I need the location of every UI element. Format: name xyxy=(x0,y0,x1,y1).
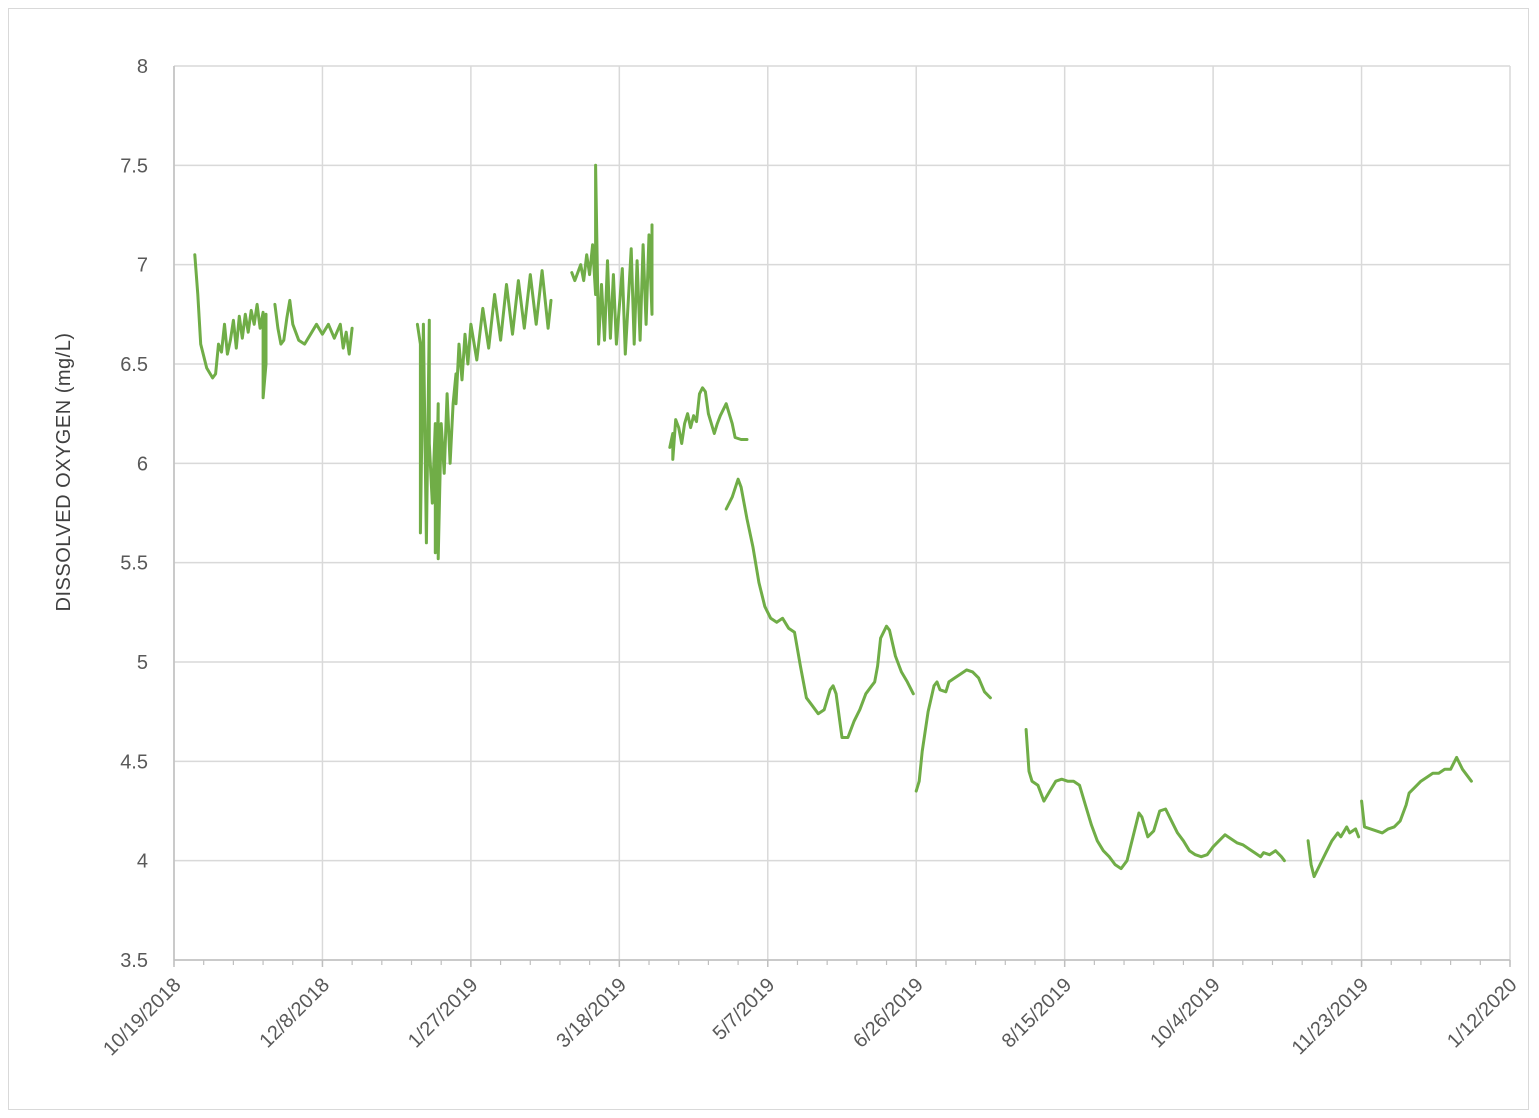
x-tick-label: 5/7/2019 xyxy=(709,974,780,1045)
gridlines xyxy=(174,66,1510,967)
data-series xyxy=(195,165,1472,876)
y-tick-label: 6.5 xyxy=(120,354,148,376)
x-tick-label: 8/15/2019 xyxy=(998,974,1076,1052)
series-1-segment-1 xyxy=(572,165,652,354)
x-tick-label: 11/23/2019 xyxy=(1288,974,1373,1059)
x-tick-label: 10/4/2019 xyxy=(1146,974,1224,1052)
y-tick-label: 5 xyxy=(137,652,148,674)
y-tick-label: 7.5 xyxy=(120,155,148,177)
y-tick-label: 4 xyxy=(137,851,148,873)
y-tick-label: 4.5 xyxy=(120,751,148,773)
y-axis-tick-labels: 3.5 4 4.5 5 5.5 6 6.5 7 7.5 8 xyxy=(120,56,148,972)
x-tick-label: 10/19/2018 xyxy=(99,974,185,1060)
y-tick-label: 6 xyxy=(137,453,148,475)
series-6-segment-0 xyxy=(1308,827,1359,877)
y-tick-label: 7 xyxy=(137,255,148,277)
series-0-segment-1 xyxy=(275,300,352,354)
x-axis-tick-labels: 10/19/2018 12/8/2018 1/27/2019 3/18/2019 5/7… xyxy=(99,974,1521,1060)
y-tick-label: 5.5 xyxy=(120,553,148,575)
x-tick-label: 3/18/2019 xyxy=(552,974,630,1052)
series-7-segment-0 xyxy=(1362,757,1472,833)
x-tick-label: 1/12/2020 xyxy=(1443,974,1521,1052)
series-1-segment-0 xyxy=(417,271,551,559)
x-tick-label: 12/8/2018 xyxy=(256,974,334,1052)
series-4-segment-0 xyxy=(916,670,990,791)
y-tick-label: 3.5 xyxy=(120,950,148,972)
series-3-segment-0 xyxy=(726,479,913,737)
x-tick-label: 1/27/2019 xyxy=(404,974,482,1052)
series-2-segment-0 xyxy=(670,388,747,460)
y-tick-label: 8 xyxy=(137,56,148,78)
y-axis-title: DISSOLVED OXYGEN (mg/L) xyxy=(53,333,75,612)
x-tick-label: 6/26/2019 xyxy=(849,974,927,1052)
series-0-segment-0 xyxy=(195,255,266,398)
